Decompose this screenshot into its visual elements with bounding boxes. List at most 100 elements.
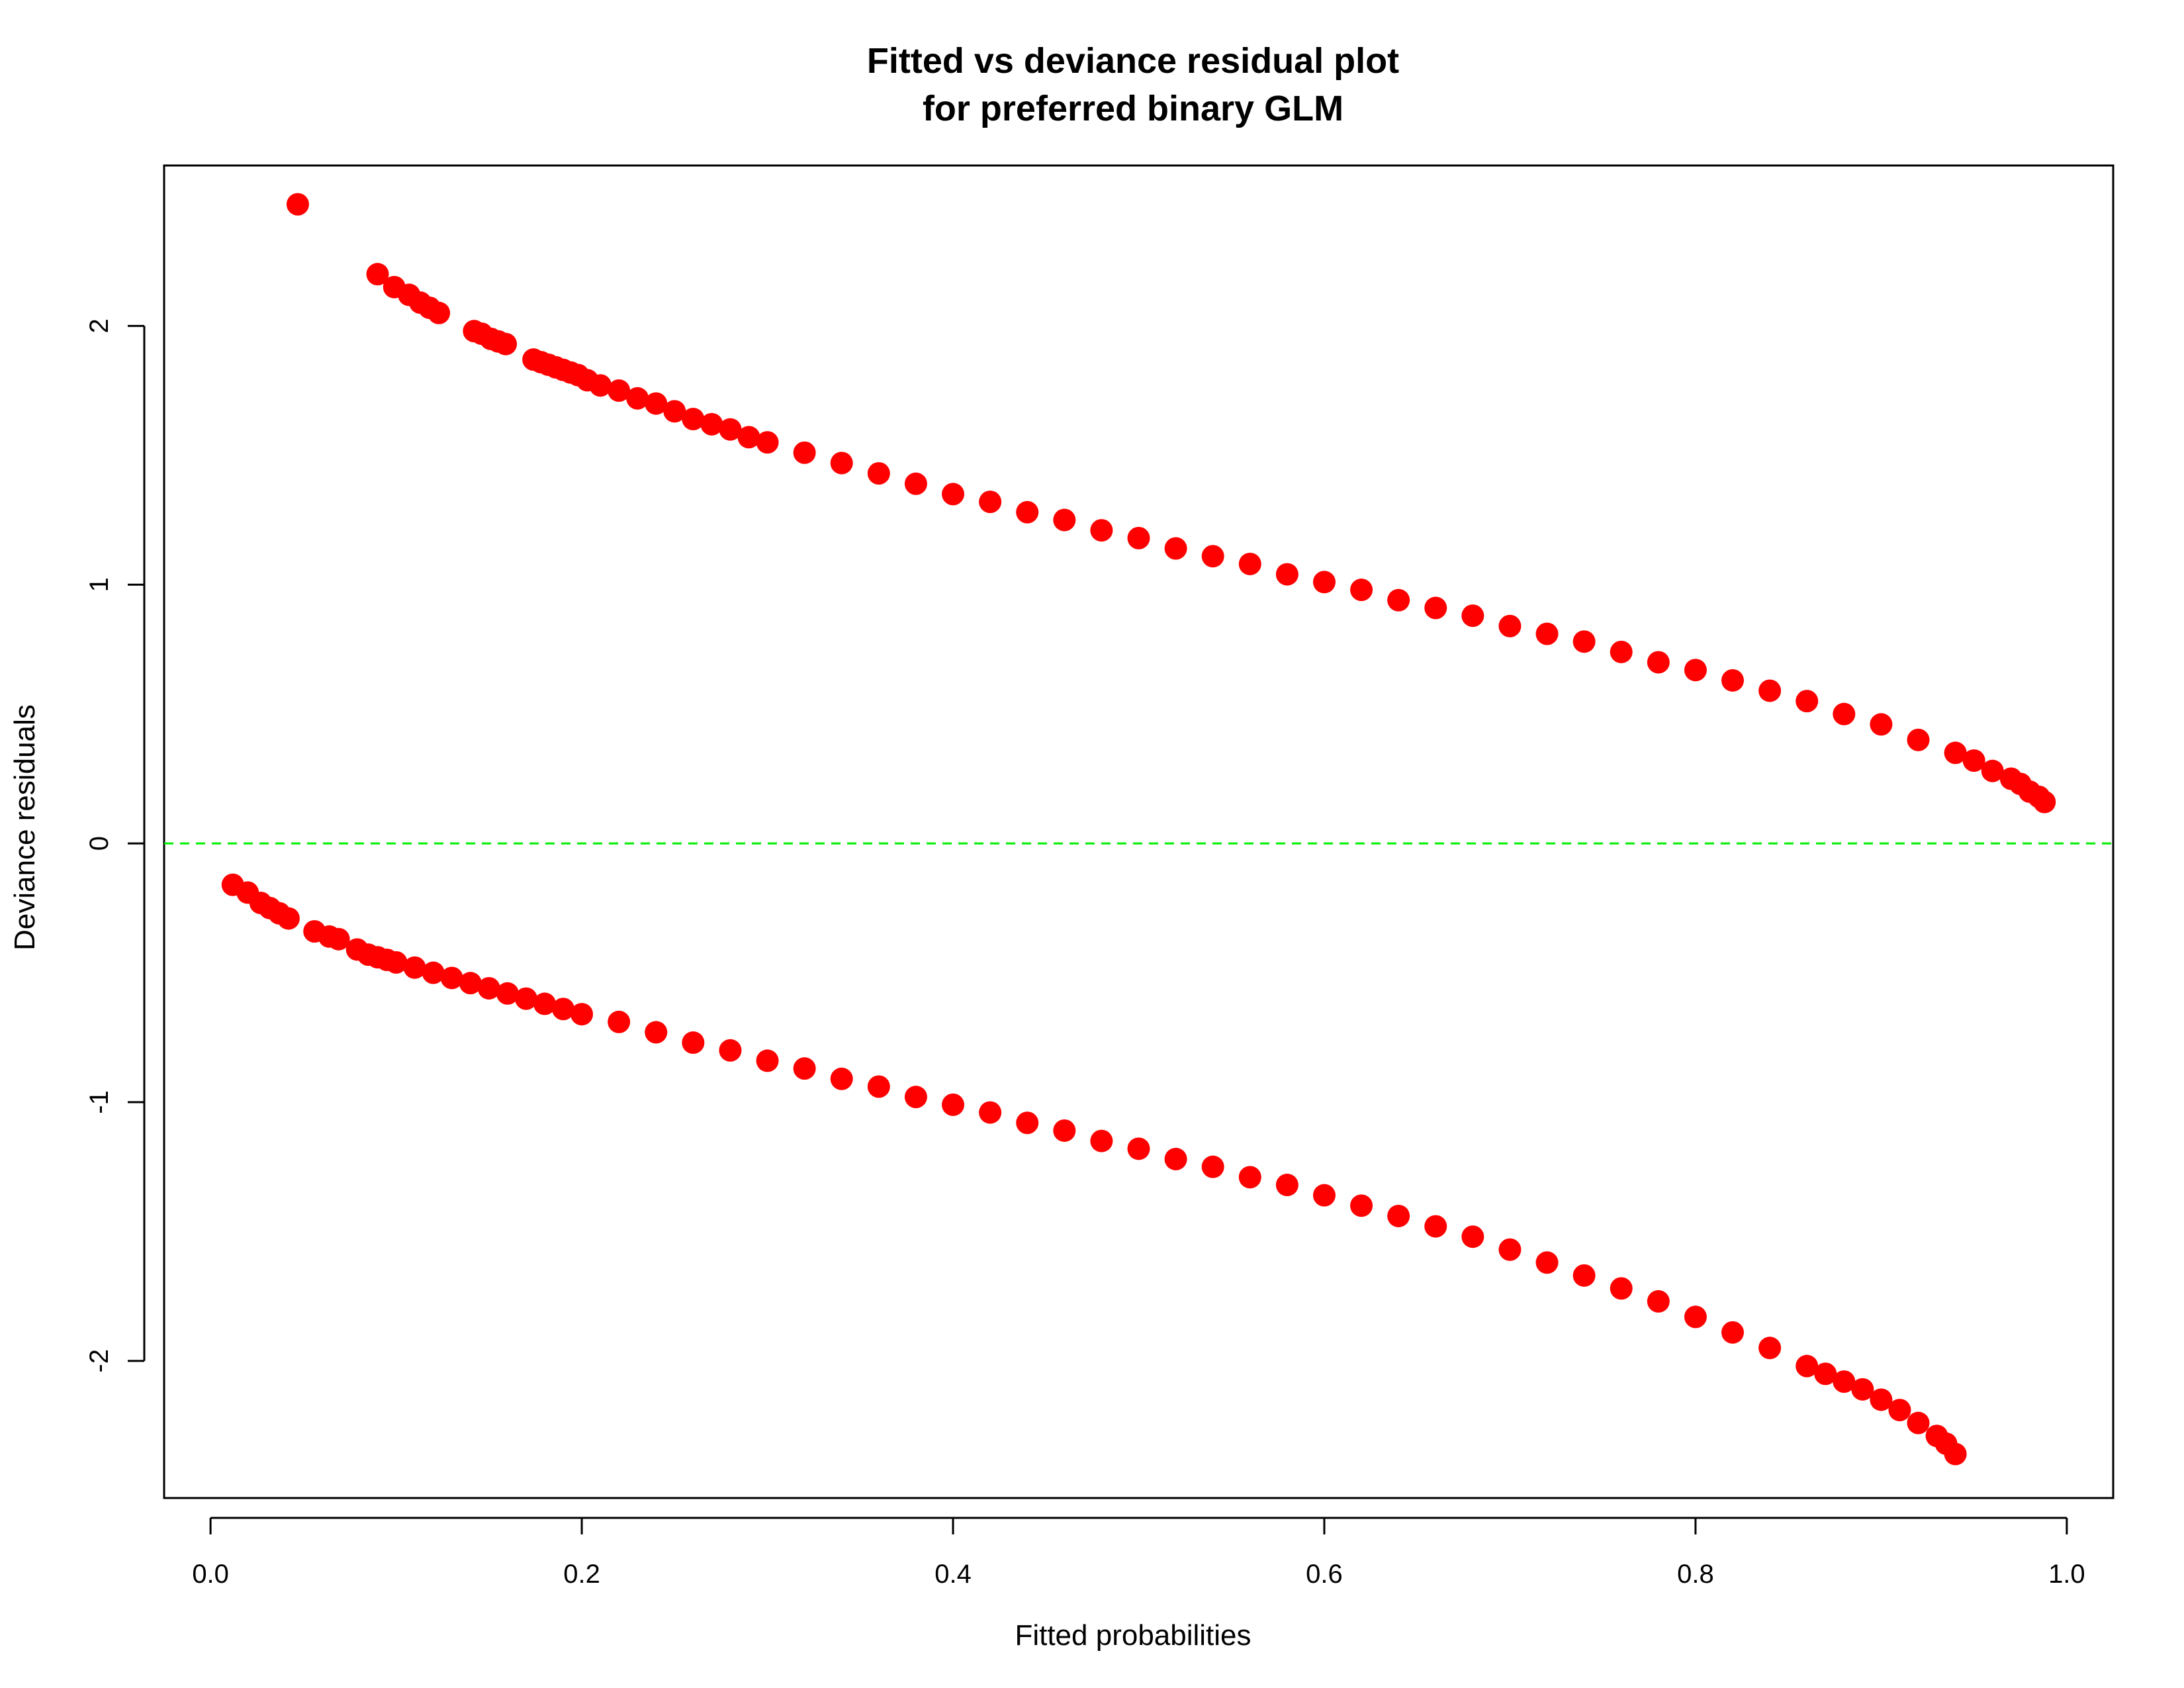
- data-point: [1127, 1137, 1150, 1160]
- data-point: [1721, 669, 1745, 692]
- data-point: [1275, 1174, 1298, 1197]
- chart-title-line-1: Fitted vs deviance residual plot: [867, 41, 1399, 81]
- data-point: [1535, 1251, 1559, 1274]
- data-point: [1684, 659, 1707, 682]
- data-point: [477, 976, 500, 1000]
- data-point: [1498, 614, 1522, 637]
- data-point: [533, 992, 556, 1015]
- data-point: [1053, 508, 1076, 532]
- data-point: [700, 412, 723, 436]
- data-point: [1090, 519, 1113, 542]
- data-point: [1684, 1305, 1707, 1329]
- data-point: [719, 1039, 742, 1062]
- data-point: [904, 472, 927, 495]
- data-point: [1498, 1238, 1522, 1261]
- data-point: [1962, 749, 1985, 773]
- data-point: [1424, 1215, 1447, 1238]
- data-point: [1461, 1225, 1484, 1248]
- data-point: [1016, 500, 1039, 524]
- data-point: [867, 462, 890, 485]
- x-tick-label: 0.0: [192, 1560, 229, 1589]
- data-point: [645, 1021, 668, 1044]
- data-point: [1796, 1354, 1819, 1378]
- y-tick-label: 0: [85, 836, 114, 851]
- data-point: [1647, 651, 1670, 674]
- data-point: [1610, 1277, 1633, 1300]
- data-point: [1016, 1111, 1039, 1135]
- data-point: [942, 483, 965, 506]
- data-point: [1814, 1362, 1837, 1385]
- data-point: [1535, 622, 1559, 645]
- data-point: [422, 961, 445, 984]
- data-point: [1053, 1119, 1076, 1142]
- data-points: [221, 193, 2056, 1466]
- x-tick-label: 0.8: [1677, 1560, 1714, 1589]
- data-point: [1610, 640, 1633, 663]
- y-tick-label: -1: [85, 1090, 114, 1114]
- data-point: [608, 379, 631, 402]
- data-point: [2033, 790, 2056, 814]
- data-point: [570, 1003, 594, 1026]
- data-point: [1164, 1147, 1187, 1170]
- chart-title-line-2: for preferred binary GLM: [923, 89, 1343, 128]
- data-point: [1350, 1194, 1373, 1217]
- plot-area: 0.0 0.2 0.4 0.6 0.8 1.0 -2 -1 0 1 2: [85, 164, 2115, 1589]
- data-point: [1758, 679, 1782, 702]
- data-point: [1238, 1166, 1261, 1189]
- data-point: [385, 951, 408, 974]
- data-point: [756, 431, 779, 454]
- data-point: [1851, 1378, 1874, 1401]
- data-point: [979, 1101, 1002, 1124]
- data-point: [1164, 537, 1187, 560]
- data-point: [1833, 1370, 1856, 1393]
- data-point: [1461, 604, 1484, 628]
- data-point: [663, 400, 686, 423]
- data-point: [1981, 759, 2004, 782]
- data-point: [589, 374, 612, 397]
- data-point: [1870, 1388, 1893, 1411]
- data-point: [1796, 690, 1819, 713]
- data-point: [1387, 1204, 1410, 1227]
- x-axis-label: Fitted probabilities: [1015, 1619, 1251, 1652]
- data-point: [1275, 563, 1298, 586]
- y-tick-label: 2: [85, 318, 114, 333]
- y-tick-label: 1: [85, 577, 114, 592]
- data-point: [459, 972, 482, 995]
- data-point: [1350, 579, 1373, 602]
- data-point: [1758, 1336, 1782, 1360]
- data-point: [1907, 1411, 1930, 1434]
- data-point: [1870, 713, 1893, 736]
- data-point: [1424, 596, 1447, 620]
- data-point: [756, 1049, 779, 1072]
- data-point: [1312, 1184, 1336, 1207]
- data-point: [793, 441, 816, 464]
- data-point: [1833, 702, 1856, 726]
- data-point: [830, 451, 853, 475]
- data-point: [514, 987, 537, 1010]
- data-point: [682, 1031, 705, 1055]
- data-point: [496, 982, 519, 1005]
- data-point: [645, 392, 668, 415]
- data-point: [1127, 526, 1150, 549]
- x-tick-label: 0.4: [934, 1560, 972, 1589]
- data-point: [682, 408, 705, 431]
- data-point: [626, 387, 649, 410]
- data-point: [552, 998, 575, 1021]
- data-point: [1721, 1321, 1745, 1344]
- data-point: [1647, 1289, 1670, 1313]
- data-point: [830, 1067, 853, 1090]
- data-point: [737, 426, 760, 449]
- data-point: [608, 1010, 631, 1033]
- data-point: [1387, 588, 1410, 612]
- data-point: [440, 966, 463, 990]
- y-axis-label: Deviance residuals: [9, 704, 41, 951]
- data-point: [904, 1086, 927, 1109]
- x-tick-label: 1.0: [2048, 1560, 2085, 1589]
- data-point: [494, 332, 518, 355]
- data-point: [1090, 1129, 1113, 1152]
- y-tick-label: -2: [85, 1349, 114, 1373]
- data-point: [1888, 1399, 1911, 1422]
- data-point: [1944, 741, 1967, 765]
- data-point: [867, 1075, 890, 1098]
